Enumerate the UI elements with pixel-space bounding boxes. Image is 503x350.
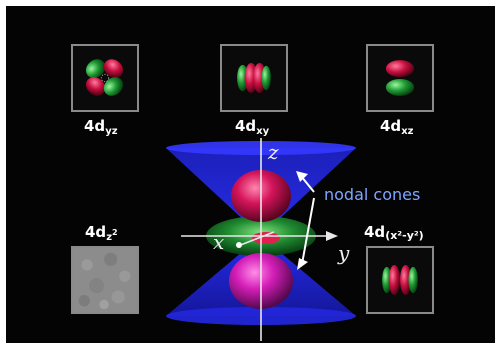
orbital-4dx2y2-thumbnail: [366, 246, 434, 314]
x-axis-label: x: [213, 230, 225, 254]
orbital-4dyz-label: 4dyz: [84, 117, 118, 137]
orbital-4dxz-thumbnail: [366, 44, 434, 112]
orbital-4dx2y2-label: 4d(x²-y²): [364, 223, 424, 242]
dz2-orbital-with-nodal-cones: [166, 138, 356, 341]
nodal-cones-annotation: nodal cones: [324, 185, 421, 204]
orbital-4dz2-label: 4dz2: [85, 223, 118, 243]
z-axis-label: z: [268, 140, 279, 164]
orbital-4dxy-image: [237, 62, 271, 94]
orbital-4dx2y2-image: [382, 264, 418, 296]
orbital-4dxy-label: 4dxy: [235, 117, 270, 137]
orbital-4dxz-label: 4dxz: [380, 117, 414, 137]
orbital-figure: 4dyz 4dxy 4dxz 4dz2 4d(x²-y²): [6, 6, 495, 343]
orbital-4dxy-thumbnail: [220, 44, 288, 112]
orbital-4dyz-image: [85, 59, 124, 96]
orbital-4dz2-image: [73, 248, 137, 312]
x-axis: [237, 231, 275, 247]
orbital-4dz2-thumbnail: [71, 246, 139, 314]
orbital-4dyz-thumbnail: [71, 44, 139, 112]
y-axis-label: y: [338, 241, 350, 265]
orbital-4dxz-image: [385, 60, 415, 96]
nodal-cones-arrow-bottom: [301, 197, 315, 265]
